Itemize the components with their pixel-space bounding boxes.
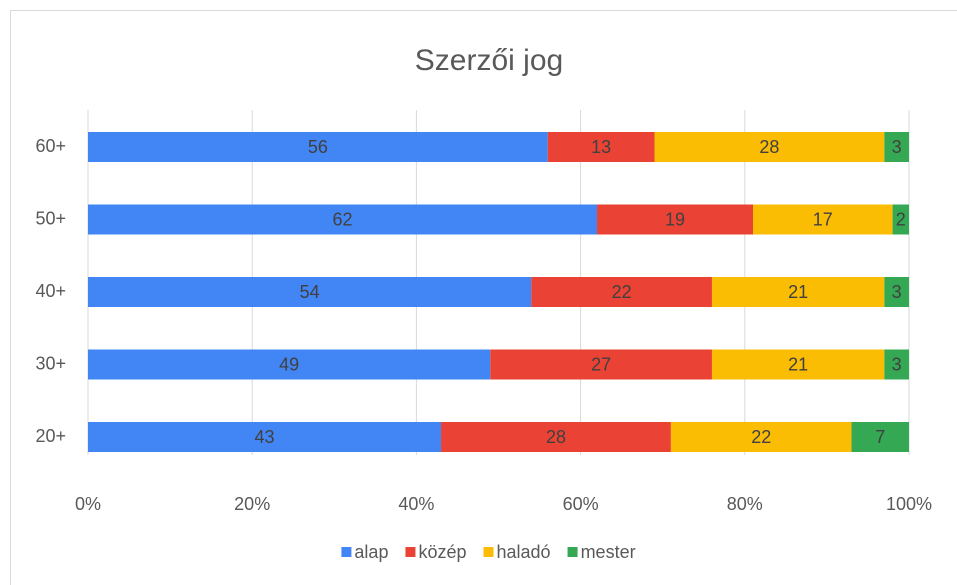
- x-tick-label: 0%: [75, 494, 101, 514]
- bar-segment: [547, 132, 655, 162]
- data-label: 54: [300, 282, 320, 302]
- legend-label: haladó: [497, 542, 551, 562]
- y-tick-label: 50+: [35, 208, 66, 228]
- bar-segment: [884, 349, 909, 380]
- data-label: 62: [332, 209, 352, 229]
- data-label: 27: [591, 354, 611, 374]
- x-tick-label: 40%: [398, 494, 434, 514]
- data-label: 28: [546, 427, 566, 447]
- data-label: 56: [308, 137, 328, 157]
- data-label: 28: [759, 137, 779, 157]
- y-tick-label: 40+: [35, 281, 66, 301]
- bar-segment: [597, 204, 754, 235]
- bar-segment: [851, 422, 909, 452]
- data-label: 2: [896, 209, 906, 229]
- chart-title: Szerzői jog: [415, 44, 563, 77]
- bar-segment: [88, 349, 491, 380]
- bar-segment: [490, 349, 712, 380]
- bar-segment: [88, 277, 532, 307]
- bar-segment: [711, 349, 885, 380]
- legend-label: alap: [354, 542, 388, 562]
- y-tick-label: 60+: [35, 136, 66, 156]
- bar-segment: [711, 277, 885, 307]
- bar-segment: [88, 422, 442, 452]
- legend-swatch: [483, 547, 494, 557]
- x-tick-label: 100%: [886, 494, 932, 514]
- bar-segment: [892, 204, 909, 235]
- bar-segment: [753, 204, 893, 235]
- y-tick-label: 30+: [35, 353, 66, 373]
- legend-swatch: [341, 547, 352, 557]
- data-label: 49: [279, 354, 299, 374]
- bar-segment: [88, 132, 548, 162]
- data-label: 22: [751, 427, 771, 447]
- data-label: 13: [591, 137, 611, 157]
- x-tick-label: 80%: [727, 494, 763, 514]
- legend-swatch: [405, 547, 416, 557]
- data-label: 17: [813, 209, 833, 229]
- legend-label: közép: [418, 542, 466, 562]
- data-label: 19: [665, 209, 685, 229]
- legend-label: mester: [581, 542, 636, 562]
- bar-segment: [884, 132, 909, 162]
- bar-segment: [884, 277, 909, 307]
- data-label: 21: [788, 354, 808, 374]
- data-label: 3: [892, 354, 902, 374]
- data-label: 3: [892, 137, 902, 157]
- data-label: 3: [892, 282, 902, 302]
- data-label: 43: [254, 427, 274, 447]
- x-tick-label: 20%: [234, 494, 270, 514]
- data-label: 7: [875, 427, 885, 447]
- data-label: 21: [788, 282, 808, 302]
- bar-segment: [670, 422, 852, 452]
- y-tick-label: 20+: [35, 426, 66, 446]
- bar-segment: [531, 277, 712, 307]
- legend-swatch: [567, 547, 578, 557]
- bar-segment: [441, 422, 671, 452]
- x-tick-label: 60%: [563, 494, 599, 514]
- bar-segment: [654, 132, 885, 162]
- data-label: 22: [612, 282, 632, 302]
- bar-segment: [88, 204, 598, 235]
